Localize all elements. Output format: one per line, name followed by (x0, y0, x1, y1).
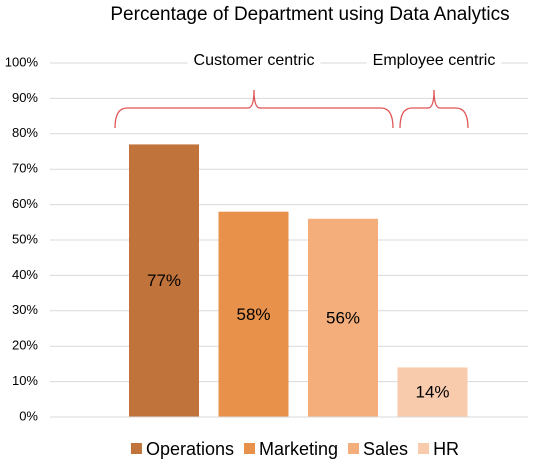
legend-label: HR (433, 439, 459, 459)
bar (397, 367, 468, 417)
brace (114, 89, 394, 129)
legend-marker (348, 443, 360, 454)
annotation: Customer centric (194, 52, 315, 69)
y-tick-label: 80% (12, 125, 38, 140)
y-tick-label: 20% (12, 338, 38, 353)
y-tick-label: 30% (12, 302, 38, 317)
legend-label: Sales (363, 439, 408, 459)
data-label: 58% (236, 305, 270, 324)
bar (218, 211, 289, 417)
legend-label: Marketing (259, 439, 338, 459)
legend-marker (130, 443, 142, 454)
legend-marker (418, 443, 430, 454)
y-tick-label: 100% (5, 54, 39, 69)
annotation-background (187, 50, 321, 72)
data-label: 14% (415, 383, 449, 402)
bar (308, 218, 378, 417)
legend-marker (244, 443, 255, 454)
bar (129, 144, 199, 418)
annotation-background (366, 50, 502, 72)
data-label: 77% (147, 271, 181, 290)
y-tick-label: 70% (12, 161, 38, 176)
annotation: Employee centric (373, 52, 496, 69)
y-tick-label: 40% (12, 267, 38, 282)
y-tick-label: 90% (12, 90, 38, 105)
chart-title: Percentage of Department using Data Anal… (110, 4, 509, 25)
brace (399, 89, 469, 129)
legend-label: Operations (146, 439, 234, 459)
y-tick-label: 0% (19, 408, 38, 423)
y-tick-label: 50% (12, 231, 38, 246)
y-tick-label: 60% (12, 196, 38, 211)
data-label: 56% (326, 308, 360, 327)
y-tick-label: 10% (12, 373, 38, 388)
